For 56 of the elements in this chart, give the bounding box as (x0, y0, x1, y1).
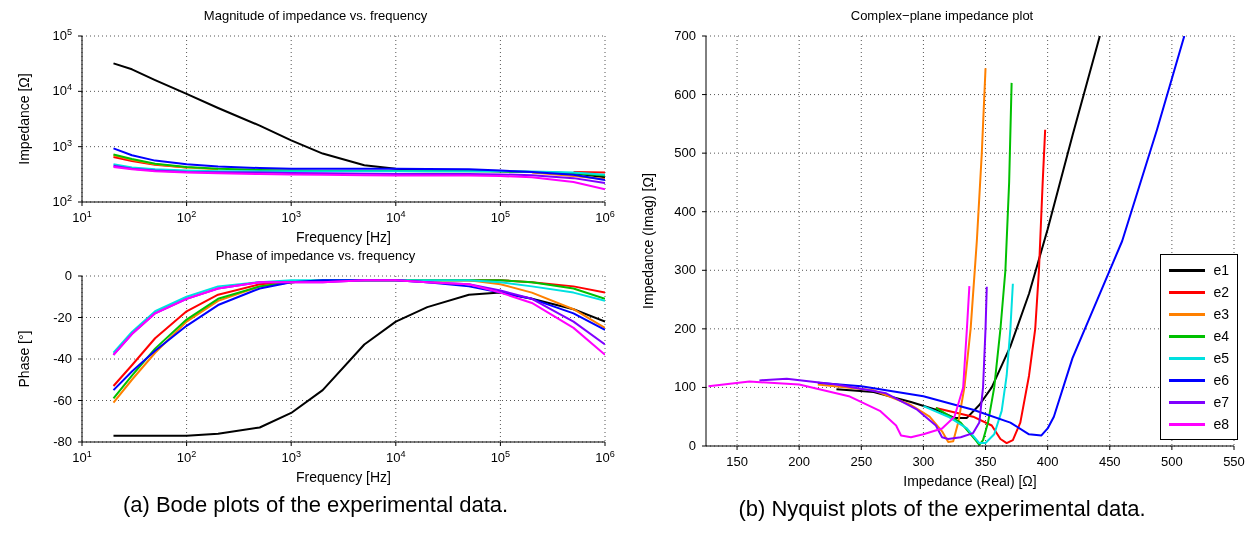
x-tick-label: 10$^{1}$ (72, 449, 92, 465)
x-tick-label: 450 (1098, 454, 1121, 469)
legend-label: e6 (1213, 372, 1229, 388)
legend-label: e5 (1213, 350, 1229, 366)
x-tick-label: 10$^{6}$ (595, 209, 615, 225)
x-tick-label: 10$^{5}$ (490, 449, 511, 465)
text: (a) Bode plots of the experimental data. (121, 492, 510, 518)
x-tick-label: 10$^{2}$ (176, 449, 197, 465)
y-tick-label: -80 (53, 434, 72, 449)
y-tick-label: 200 (674, 320, 696, 336)
y-axis-title: Phase [°] (15, 330, 32, 388)
y-tick-label: 10$^{5}$ (52, 27, 72, 43)
x-tick-label: 200 (788, 454, 811, 469)
y-tick-label: 10$^{3}$ (52, 137, 72, 154)
y-tick-label: -40 (53, 351, 72, 366)
text: (b) Nyquist plots of the experimental data. (737, 496, 1147, 522)
y-tick-label: -20 (53, 309, 72, 325)
x-tick-label: 10$^{4}$ (386, 209, 406, 225)
y-tick-label: 600 (674, 86, 696, 102)
x-tick-label: 10$^{5}$ (490, 209, 511, 225)
y-tick-label: 300 (674, 262, 696, 278)
legend-label: e4 (1213, 328, 1229, 344)
legend-label: e1 (1213, 262, 1229, 278)
y-tick-label: -60 (53, 392, 72, 408)
y-tick-label: 10$^{2}$ (52, 193, 72, 209)
x-tick-label: 150 (726, 454, 748, 469)
x-axis-title: Frequency [Hz] (296, 229, 391, 245)
x-tick-label: 10$^{1}$ (72, 209, 92, 225)
chart-title: Phase of impedance vs. frequency (214, 248, 417, 265)
y-tick-label: 100 (674, 379, 696, 395)
x-tick-label: 10$^{3}$ (281, 209, 301, 225)
y-axis-title: Impedance [Ω] (15, 73, 32, 165)
y-tick-label: 500 (674, 145, 696, 161)
x-tick-label: 10$^{2}$ (176, 209, 197, 225)
legend-label: e8 (1213, 416, 1229, 432)
chart-title: Magnitude of impedance vs. frequency (202, 8, 429, 25)
y-tick-label: 700 (674, 28, 696, 43)
y-tick-label: 0 (64, 268, 72, 283)
x-tick-label: 10$^{4}$ (386, 449, 406, 465)
y-tick-label: 0 (688, 438, 696, 453)
x-tick-label: 400 (1036, 454, 1059, 469)
x-tick-label: 10$^{3}$ (281, 449, 301, 465)
x-tick-label: 250 (850, 454, 873, 469)
legend-label: e3 (1213, 306, 1229, 322)
legend-label: e2 (1213, 284, 1229, 300)
y-tick-label: 10$^{4}$ (52, 82, 72, 99)
x-tick-label: 350 (974, 454, 997, 469)
x-tick-label: 300 (912, 454, 935, 469)
y-axis-title: Impedance (Imag) [Ω] (639, 173, 656, 309)
x-axis-title: Impedance (Real) [Ω] (903, 473, 1037, 489)
x-tick-label: 550 (1223, 454, 1245, 469)
legend-label: e7 (1213, 394, 1229, 410)
x-tick-label: 500 (1161, 454, 1183, 469)
chart-title: Complex−plane impedance plot (849, 8, 1035, 25)
x-axis-title: Frequency [Hz] (296, 469, 391, 485)
x-tick-label: 10$^{6}$ (595, 449, 615, 465)
